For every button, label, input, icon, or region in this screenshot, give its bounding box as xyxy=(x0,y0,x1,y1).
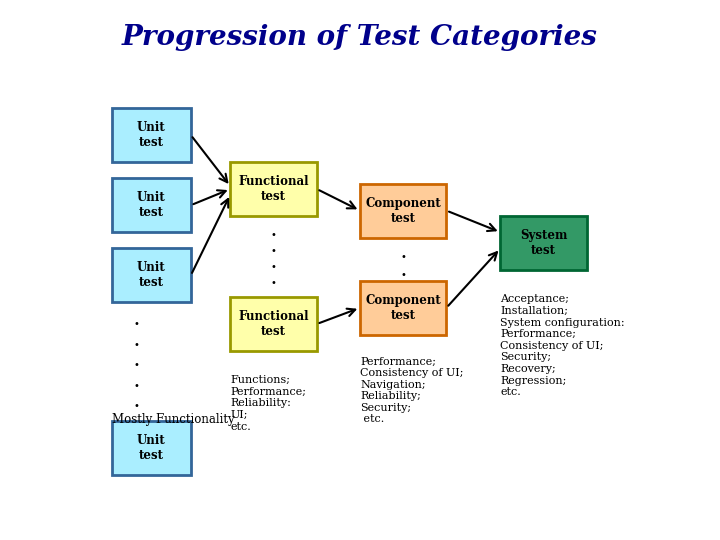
Text: Unit
test: Unit test xyxy=(137,121,166,149)
FancyBboxPatch shape xyxy=(360,184,446,238)
Text: Unit
test: Unit test xyxy=(137,261,166,289)
FancyBboxPatch shape xyxy=(112,421,191,475)
Text: Functional
test: Functional test xyxy=(238,175,309,203)
Text: •: • xyxy=(134,340,140,349)
Text: Component
test: Component test xyxy=(365,197,441,225)
Text: Functions;
Performance;
Reliability:
UI;
etc.: Functions; Performance; Reliability: UI;… xyxy=(230,375,307,431)
Text: •: • xyxy=(134,401,140,411)
FancyBboxPatch shape xyxy=(112,248,191,302)
Text: Functional
test: Functional test xyxy=(238,310,309,338)
Text: •: • xyxy=(271,246,276,256)
Text: Unit
test: Unit test xyxy=(137,191,166,219)
FancyBboxPatch shape xyxy=(360,281,446,335)
Text: •: • xyxy=(271,262,276,272)
Text: •: • xyxy=(134,381,140,390)
Text: •: • xyxy=(400,271,406,280)
FancyBboxPatch shape xyxy=(230,162,317,216)
Text: System
test: System test xyxy=(520,229,567,257)
Text: •: • xyxy=(271,279,276,288)
FancyBboxPatch shape xyxy=(230,297,317,351)
Text: •: • xyxy=(134,360,140,370)
Text: Performance;
Consistency of UI;
Navigation;
Reliability;
Security;
 etc.: Performance; Consistency of UI; Navigati… xyxy=(360,356,464,424)
Text: •: • xyxy=(400,252,406,261)
Text: Unit
test: Unit test xyxy=(137,434,166,462)
Text: Component
test: Component test xyxy=(365,294,441,322)
FancyBboxPatch shape xyxy=(500,216,587,270)
FancyBboxPatch shape xyxy=(112,108,191,162)
Text: •: • xyxy=(134,319,140,329)
Text: Mostly Functionality: Mostly Functionality xyxy=(112,413,234,426)
Text: Acceptance;
Installation;
System configuration:
Performance;
Consistency of UI;
: Acceptance; Installation; System configu… xyxy=(500,294,625,397)
Text: Progression of Test Categories: Progression of Test Categories xyxy=(122,24,598,51)
Text: •: • xyxy=(271,230,276,240)
FancyBboxPatch shape xyxy=(112,178,191,232)
